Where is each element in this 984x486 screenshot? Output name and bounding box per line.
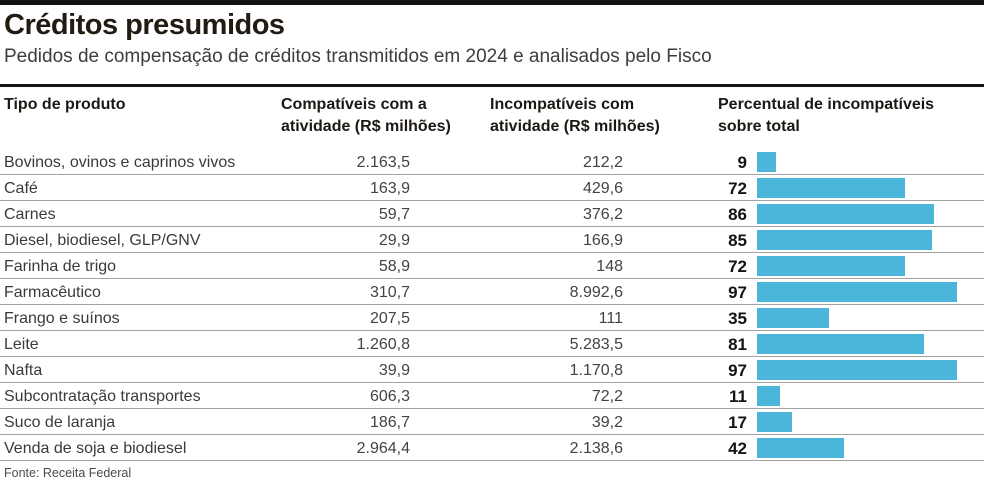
product-name: Subcontratação transportes <box>4 387 201 405</box>
product-name: Diesel, biodiesel, GLP/GNV <box>4 231 201 249</box>
product-name: Café <box>4 179 38 197</box>
percent-bar <box>757 256 906 276</box>
percent-value: 42 <box>728 438 747 458</box>
compatible-value: 29,9 <box>378 231 410 249</box>
percent-bar-track <box>747 305 984 331</box>
percent-bar-track <box>747 409 984 435</box>
compatible-value: 39,9 <box>378 361 410 379</box>
incompatible-value: 212,2 <box>582 153 623 171</box>
table-row: Venda de soja e biodiesel 2.964,4 2.138,… <box>0 435 984 461</box>
percent-value: 35 <box>728 308 747 328</box>
page-subtitle: Pedidos de compensação de créditos trans… <box>4 46 712 67</box>
percent-bar <box>757 438 844 458</box>
compatible-value: 59,7 <box>378 205 410 223</box>
compatible-value: 186,7 <box>369 413 410 431</box>
percent-value: 85 <box>728 230 747 250</box>
table-row: Bovinos, ovinos e caprinos vivos 2.163,5… <box>0 149 984 175</box>
table-row: Farmacêutico 310,7 8.992,6 97 <box>0 279 984 305</box>
table-row: Leite 1.260,8 5.283,5 81 <box>0 331 984 357</box>
percent-bar <box>757 412 792 432</box>
percent-bar-track <box>747 357 984 383</box>
product-name: Suco de laranja <box>4 413 116 431</box>
table-row: Nafta 39,9 1.170,8 97 <box>0 357 984 383</box>
compatible-value: 2.964,4 <box>356 439 410 457</box>
compatible-value: 207,5 <box>369 309 410 327</box>
percent-bar <box>757 230 933 250</box>
compatible-value: 1.260,8 <box>356 335 410 353</box>
table-row: Subcontratação transportes 606,3 72,2 11 <box>0 383 984 409</box>
table-row: Carnes 59,7 376,2 86 <box>0 201 984 227</box>
incompatible-value: 429,6 <box>582 179 623 197</box>
column-header-product: Tipo de produto <box>4 96 126 113</box>
incompatible-value: 39,2 <box>591 413 623 431</box>
percent-bar <box>757 178 906 198</box>
percent-bar-track <box>747 383 984 409</box>
percent-bar <box>757 360 957 380</box>
incompatible-value: 2.138,6 <box>569 439 623 457</box>
incompatible-value: 111 <box>598 309 623 327</box>
percent-value: 86 <box>728 204 747 224</box>
incompatible-value: 166,9 <box>582 231 623 249</box>
incompatible-value: 5.283,5 <box>569 335 623 353</box>
percent-bar <box>757 386 780 406</box>
product-name: Carnes <box>4 205 56 223</box>
percent-value: 72 <box>728 178 747 198</box>
compatible-value: 58,9 <box>378 257 410 275</box>
percent-bar-track <box>747 201 984 227</box>
percent-bar-track <box>747 149 984 175</box>
top-rule <box>0 0 984 5</box>
page-title: Créditos presumidos <box>4 9 285 41</box>
product-name: Bovinos, ovinos e caprinos vivos <box>4 153 236 171</box>
percent-bar <box>757 308 830 328</box>
product-name: Leite <box>4 335 39 353</box>
incompatible-value: 1.170,8 <box>569 361 623 379</box>
percent-bar <box>757 334 924 354</box>
percent-value: 97 <box>728 282 747 302</box>
table-row: Diesel, biodiesel, GLP/GNV 29,9 166,9 85 <box>0 227 984 253</box>
percent-bar <box>757 204 935 224</box>
table-row: Suco de laranja 186,7 39,2 17 <box>0 409 984 435</box>
incompatible-value: 8.992,6 <box>569 283 623 301</box>
incompatible-value: 376,2 <box>582 205 623 223</box>
column-header-compatible: Compatíveis com a atividade (R$ milhões) <box>281 96 451 135</box>
percent-bar-track <box>747 175 984 201</box>
product-name: Venda de soja e biodiesel <box>4 439 187 457</box>
product-name: Farmacêutico <box>4 283 101 301</box>
credit-table: Tipo de produto Compatíveis com a ativid… <box>0 84 984 461</box>
column-header-percent: Percentual de incompatíveis sobre total <box>718 96 935 135</box>
percent-bar-track <box>747 227 984 253</box>
compatible-value: 163,9 <box>369 179 410 197</box>
percent-bar-track <box>747 435 984 461</box>
percent-value: 11 <box>729 386 747 406</box>
table-body: Bovinos, ovinos e caprinos vivos 2.163,5… <box>0 149 984 461</box>
percent-value: 81 <box>728 334 747 354</box>
percent-value: 17 <box>728 412 747 432</box>
product-name: Frango e suínos <box>4 309 120 327</box>
percent-bar-track <box>747 331 984 357</box>
product-name: Farinha de trigo <box>4 257 117 275</box>
table-row: Café 163,9 429,6 72 <box>0 175 984 201</box>
percent-value: 9 <box>737 152 747 172</box>
column-header-incompatible: Incompatíveis com atividade (R$ milhões) <box>490 96 660 135</box>
incompatible-value: 148 <box>596 257 623 275</box>
percent-bar-track <box>747 253 984 279</box>
table-row: Frango e suínos 207,5 111 35 <box>0 305 984 331</box>
incompatible-value: 72,2 <box>591 387 623 405</box>
compatible-value: 606,3 <box>369 387 410 405</box>
table-row: Farinha de trigo 58,9 148 72 <box>0 253 984 279</box>
compatible-value: 310,7 <box>369 283 410 301</box>
percent-bar-track <box>747 279 984 305</box>
compatible-value: 2.163,5 <box>356 153 410 171</box>
percent-bar <box>757 282 957 302</box>
source-note: Fonte: Receita Federal <box>4 466 132 480</box>
table-header-row: Tipo de produto Compatíveis com a ativid… <box>0 84 984 149</box>
percent-bar <box>757 152 776 172</box>
percent-value: 97 <box>728 360 747 380</box>
percent-value: 72 <box>728 256 747 276</box>
product-name: Nafta <box>4 361 43 379</box>
